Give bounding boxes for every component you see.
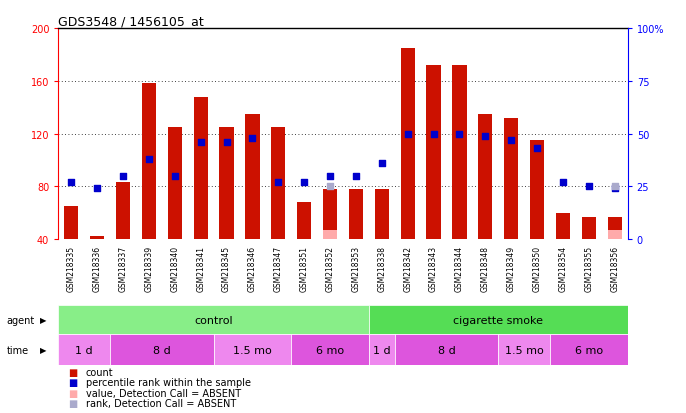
Text: ▶: ▶ (40, 346, 46, 354)
Bar (401, 49, 415, 240)
Point (143, 156, 154, 163)
Text: 6 mo: 6 mo (316, 345, 344, 355)
Point (428, 131, 439, 138)
Text: value, Detection Call = ABSENT: value, Detection Call = ABSENT (86, 388, 241, 398)
Point (324, 183, 335, 190)
Bar (246, 114, 259, 240)
Point (196, 139, 206, 146)
Bar (213, 335, 292, 366)
Bar (452, 66, 466, 240)
Bar (271, 128, 285, 240)
Bar (167, 128, 182, 240)
Bar (582, 217, 596, 240)
Text: 6 mo: 6 mo (575, 345, 603, 355)
Point (221, 139, 232, 146)
Text: 1.5 mo: 1.5 mo (505, 345, 543, 355)
Bar (58, 306, 369, 335)
Text: 1 d: 1 d (373, 345, 390, 355)
Point (324, 173, 335, 180)
Point (92, 186, 103, 192)
Text: 1.5 mo: 1.5 mo (233, 345, 272, 355)
Text: cigarette smoke: cigarette smoke (453, 315, 543, 325)
Bar (323, 190, 338, 240)
Point (583, 183, 594, 190)
Point (402, 131, 413, 138)
Bar (369, 335, 394, 366)
Point (454, 131, 465, 138)
Bar (64, 206, 78, 240)
Bar (220, 128, 234, 240)
Text: ■: ■ (69, 388, 78, 398)
Bar (608, 230, 622, 240)
Bar (608, 217, 622, 240)
Bar (297, 203, 311, 240)
Text: ■: ■ (69, 367, 78, 377)
Bar (116, 183, 130, 240)
Bar (90, 237, 104, 240)
Bar (369, 306, 628, 335)
Text: control: control (194, 315, 233, 325)
Text: 8 d: 8 d (153, 345, 171, 355)
Bar (193, 97, 208, 240)
Text: ■: ■ (69, 399, 78, 408)
Point (351, 173, 362, 180)
Bar (530, 141, 544, 240)
Bar (292, 335, 369, 366)
Bar (504, 119, 519, 240)
Text: agent: agent (7, 315, 35, 325)
Text: count: count (86, 367, 113, 377)
Bar (348, 190, 363, 240)
Bar (110, 335, 213, 366)
Bar (142, 84, 156, 240)
Text: ▶: ▶ (40, 316, 46, 325)
Point (506, 137, 517, 144)
Point (609, 183, 620, 190)
Bar (394, 335, 498, 366)
Text: GDS3548 / 1456105_at: GDS3548 / 1456105_at (58, 15, 204, 28)
Point (480, 133, 491, 140)
Text: percentile rank within the sample: percentile rank within the sample (86, 377, 251, 387)
Point (558, 179, 569, 186)
Text: ■: ■ (69, 377, 78, 387)
Bar (556, 213, 570, 240)
Bar (478, 114, 493, 240)
Point (532, 146, 543, 152)
Text: 1 d: 1 d (75, 345, 93, 355)
Point (247, 135, 258, 142)
Text: time: time (7, 345, 29, 355)
Text: 8 d: 8 d (438, 345, 456, 355)
Point (66, 179, 77, 186)
Point (169, 173, 180, 180)
Point (273, 179, 284, 186)
Point (609, 186, 620, 192)
Bar (550, 335, 628, 366)
Bar (375, 190, 389, 240)
Bar (427, 66, 440, 240)
Bar (58, 335, 110, 366)
Bar (323, 230, 338, 240)
Bar (498, 335, 550, 366)
Point (377, 160, 388, 167)
Point (298, 179, 309, 186)
Text: rank, Detection Call = ABSENT: rank, Detection Call = ABSENT (86, 399, 236, 408)
Point (117, 173, 128, 180)
